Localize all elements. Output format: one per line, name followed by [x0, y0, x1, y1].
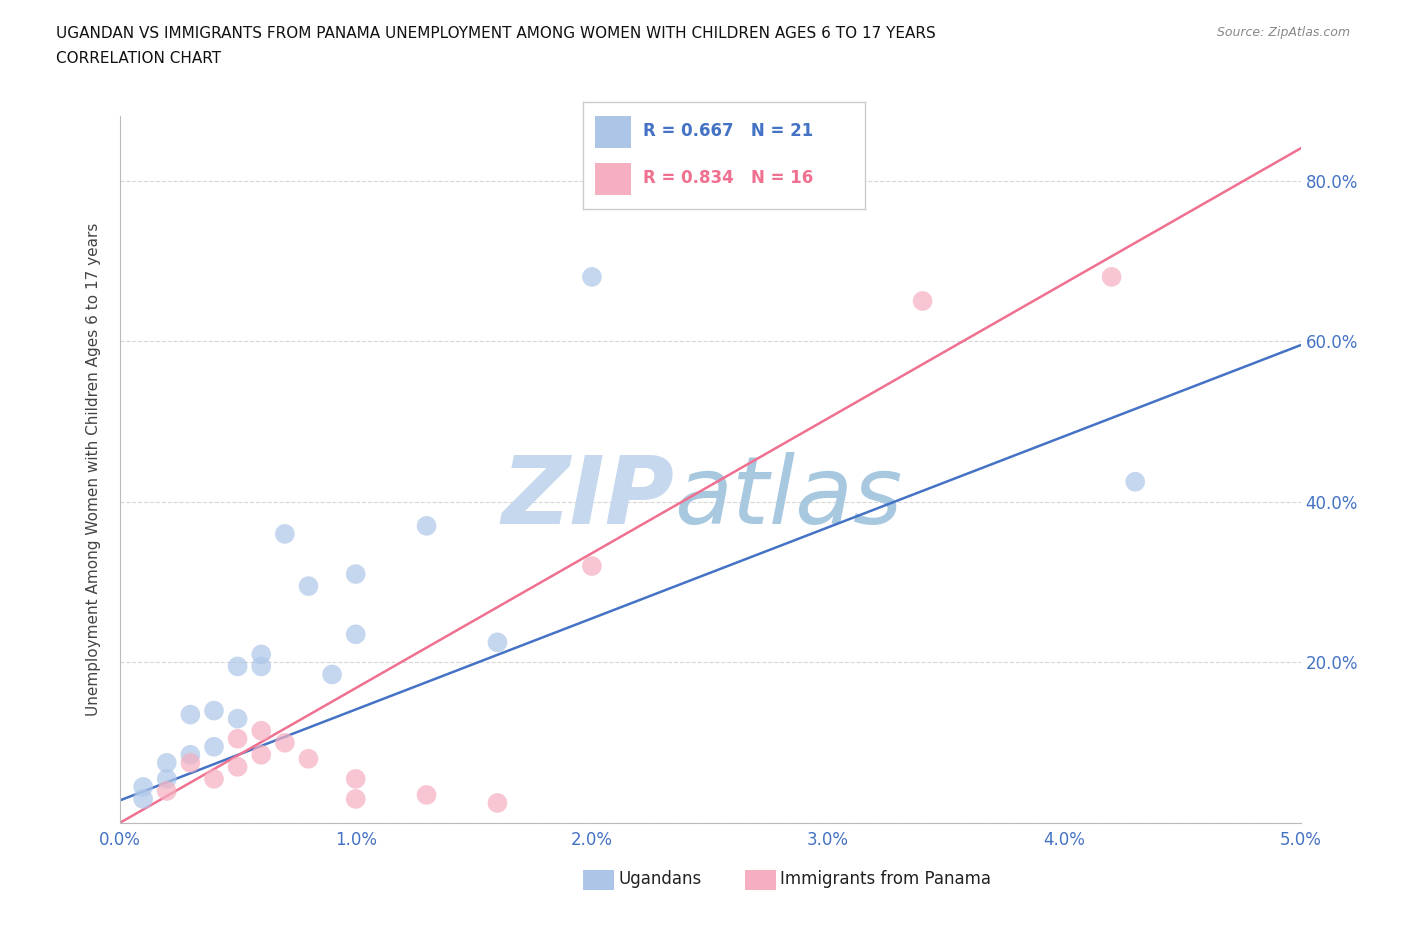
Text: ZIP: ZIP	[502, 452, 675, 544]
Point	[321, 667, 343, 682]
Text: Source: ZipAtlas.com: Source: ZipAtlas.com	[1216, 26, 1350, 39]
Text: UGANDAN VS IMMIGRANTS FROM PANAMA UNEMPLOYMENT AMONG WOMEN WITH CHILDREN AGES 6 : UGANDAN VS IMMIGRANTS FROM PANAMA UNEMPL…	[56, 26, 936, 41]
Point	[156, 783, 179, 798]
Text: atlas: atlas	[675, 452, 903, 543]
Point	[274, 526, 297, 541]
Point	[250, 647, 273, 662]
Point	[132, 779, 155, 794]
Point	[179, 748, 201, 763]
Text: R = 0.834   N = 16: R = 0.834 N = 16	[643, 169, 813, 187]
Point	[226, 711, 249, 726]
Point	[911, 294, 934, 309]
Point	[226, 760, 249, 775]
Point	[226, 659, 249, 674]
Bar	[595, 116, 631, 148]
Point	[581, 559, 603, 574]
Point	[344, 627, 367, 642]
Point	[486, 635, 509, 650]
Bar	[595, 164, 631, 195]
Point	[179, 707, 201, 722]
Point	[274, 736, 297, 751]
Point	[156, 772, 179, 787]
Point	[486, 795, 509, 810]
Text: R = 0.667   N = 21: R = 0.667 N = 21	[643, 122, 813, 140]
Point	[1123, 474, 1146, 489]
Point	[297, 751, 319, 766]
Point	[202, 739, 225, 754]
Text: CORRELATION CHART: CORRELATION CHART	[56, 51, 221, 66]
Y-axis label: Unemployment Among Women with Children Ages 6 to 17 years: Unemployment Among Women with Children A…	[86, 223, 101, 716]
Point	[297, 578, 319, 593]
Text: Immigrants from Panama: Immigrants from Panama	[780, 870, 991, 888]
Point	[344, 772, 367, 787]
Point	[1101, 270, 1123, 285]
Point	[250, 724, 273, 738]
Point	[179, 755, 201, 770]
Point	[344, 791, 367, 806]
Point	[415, 518, 437, 533]
Point	[156, 755, 179, 770]
Point	[344, 566, 367, 581]
Point	[226, 731, 249, 746]
Point	[202, 772, 225, 787]
Point	[415, 788, 437, 803]
Text: Ugandans: Ugandans	[619, 870, 702, 888]
Point	[202, 703, 225, 718]
Point	[132, 791, 155, 806]
Point	[250, 659, 273, 674]
Point	[250, 748, 273, 763]
Point	[581, 270, 603, 285]
